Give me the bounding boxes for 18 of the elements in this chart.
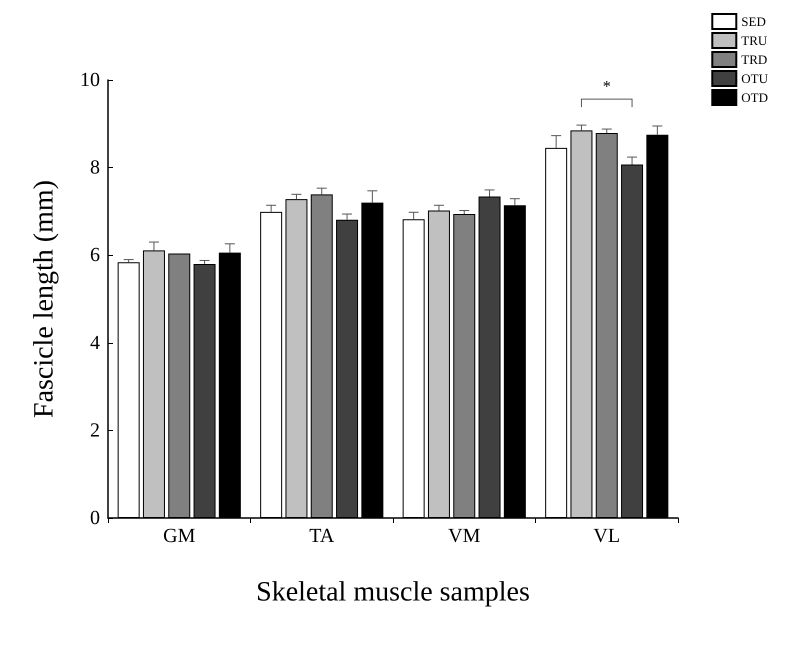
y-tick-label: 4 — [90, 332, 100, 354]
y-tick-label: 6 — [90, 244, 100, 266]
y-tick-label: 8 — [90, 156, 100, 179]
y-tick-label: 10 — [80, 69, 100, 91]
x-axis-title: Skeletal muscle samples — [256, 576, 530, 608]
legend-label: SED — [741, 14, 766, 29]
legend-label: OTU — [741, 71, 769, 86]
y-tick-label: 2 — [90, 419, 100, 442]
legend-label: TRD — [741, 52, 768, 67]
legend-label: TRU — [741, 33, 768, 48]
y-axis-title: Fascicle length (mm) — [28, 180, 60, 418]
x-tick-label: VM — [448, 525, 481, 547]
x-tick-label: GM — [163, 525, 196, 547]
y-tick-label: 0 — [90, 507, 100, 529]
x-tick-label: VL — [593, 525, 620, 547]
annotation: * — [602, 78, 611, 96]
x-tick-label: TA — [309, 525, 335, 547]
legend-label: OTD — [741, 90, 768, 105]
